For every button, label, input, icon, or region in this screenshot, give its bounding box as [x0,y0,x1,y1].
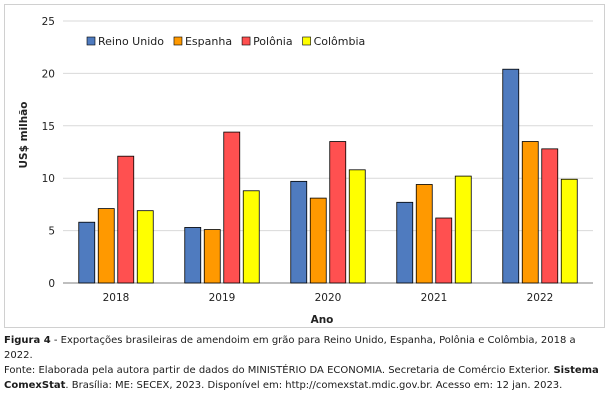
y-tick-label: 25 [42,16,55,28]
source-bold: Sistema ComexStat [4,365,599,391]
legend-swatch [86,36,96,46]
legend-label: Colômbia [314,35,366,48]
bar [435,217,453,284]
bar [136,210,154,284]
bar-chart: 0 5 10 15 20 25 2018 2019 2020 2021 2022 Reino Uni… [18,16,593,326]
figure-label: Figura 4 [4,335,51,346]
bar [117,155,135,284]
x-tick-label: 2018 [103,292,130,304]
chart-frame: 0 5 10 15 20 25 2018 2019 2020 2021 2022 Reino Uni… [4,4,605,328]
legend-label: Reino Unido [98,35,164,48]
bar [348,169,366,284]
y-tick-label: 5 [48,226,55,238]
x-tick-label: 2021 [421,292,448,304]
bar [290,180,308,284]
bar [502,68,520,284]
y-tick-label: 10 [42,173,55,185]
caption-source: Fonte: Elaborada pela autora partir de d… [4,363,604,393]
caption-title: Figura 4 - Exportações brasileiras de am… [4,333,604,363]
bar [541,148,559,284]
legend-swatch [302,36,311,46]
x-tick-label: 2022 [527,292,554,304]
bar [309,197,327,284]
x-tick-label: 2019 [209,292,236,304]
bar [223,131,241,284]
x-axis-title: Ano [311,314,334,326]
legend-swatch [241,36,251,46]
bar [560,178,578,284]
source-end: . Brasília: ME: SECEX, 2023. Disponível … [65,380,563,391]
y-tick-label: 20 [42,68,55,80]
bar [454,175,472,284]
y-tick-label: 0 [48,278,55,290]
bar [203,229,221,284]
legend-label: Espanha [185,35,232,48]
bar [184,227,202,284]
legend-label: Polônia [253,35,293,48]
bar [521,141,539,284]
figure-text: - Exportações brasileiras de amendoim em… [4,335,576,361]
bar [78,221,96,284]
figure-caption: Figura 4 - Exportações brasileiras de am… [4,333,604,393]
source-start: Fonte: Elaborada pela autora partir de d… [4,365,554,376]
y-tick-label: 15 [42,121,55,133]
bar [97,208,115,284]
bar [396,201,414,284]
y-axis-title: US$ milhão [18,102,30,169]
bar [242,190,260,284]
x-tick-label: 2020 [315,292,342,304]
bar [415,184,433,284]
bar [329,141,347,284]
legend-swatch [173,36,183,46]
